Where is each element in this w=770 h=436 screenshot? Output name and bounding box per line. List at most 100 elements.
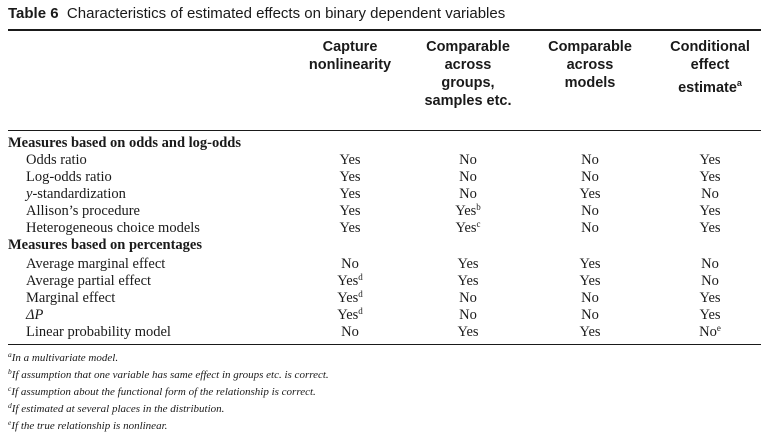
- cell-value: Yes: [337, 273, 359, 289]
- column-header-line: samples etc.: [424, 93, 512, 109]
- column-header-line: across: [444, 57, 492, 73]
- footnote-text: In a multivariate model.: [11, 352, 119, 364]
- row-label: Odds ratio: [26, 152, 87, 168]
- footnote-mark: a: [736, 78, 742, 88]
- table-cell: Yes: [665, 220, 755, 237]
- cell-value: Yes: [337, 290, 359, 306]
- footnote: dIf estimated at several places in the d…: [8, 402, 224, 416]
- section-heading: Measures based on percentages: [8, 237, 202, 253]
- table-cell: Yes: [545, 186, 635, 203]
- cell-value: Yes: [339, 203, 361, 219]
- column-header-line: estimate: [678, 79, 737, 96]
- cell-value: Yes: [339, 169, 361, 185]
- footnote-mark: d: [358, 306, 363, 316]
- footnote-mark: e: [8, 418, 12, 427]
- table-row: Heterogeneous choice models Yes Yesc No Yes: [0, 220, 770, 237]
- table-cell: Yes: [545, 324, 635, 341]
- footnote-mark: d: [358, 289, 363, 299]
- table-number: Table 6: [8, 5, 59, 22]
- row-label: Allison’s procedure: [26, 203, 140, 219]
- cell-value: Yes: [579, 186, 601, 202]
- row-label: Log-odds ratio: [26, 169, 112, 185]
- footnote: bIf assumption that one variable has sam…: [8, 368, 329, 382]
- cell-value: No: [341, 256, 359, 272]
- table-row: Average marginal effect No Yes Yes No: [0, 256, 770, 273]
- table-row: y-standardization Yes No Yes No: [0, 186, 770, 203]
- footnote-mark: c: [476, 219, 481, 229]
- cell-value: No: [459, 169, 477, 185]
- cell-value: No: [581, 220, 599, 236]
- table-cell: Yesd: [305, 273, 395, 290]
- footnote-mark: b: [8, 367, 12, 376]
- cell-value: Yes: [457, 273, 479, 289]
- table-row: Allison’s procedure Yes Yesb No Yes: [0, 203, 770, 220]
- table-cell: Noe: [665, 324, 755, 341]
- cell-value: Yes: [455, 220, 477, 236]
- cell-value: No: [459, 186, 477, 202]
- row-label: Linear probability model: [26, 324, 171, 340]
- cell-value: Yes: [457, 324, 479, 340]
- cell-value: Yes: [337, 307, 359, 323]
- row-label: y-standardization: [26, 186, 126, 202]
- cell-value: No: [459, 307, 477, 323]
- table-cell: Yes: [545, 256, 635, 273]
- cell-value: Yes: [699, 169, 721, 185]
- table-cell: No: [545, 307, 635, 324]
- cell-value: Yes: [339, 186, 361, 202]
- table-cell: Yes: [665, 152, 755, 169]
- cell-value: No: [701, 186, 719, 202]
- table-cell: No: [665, 273, 755, 290]
- table-caption: Characteristics of estimated effects on …: [66, 5, 506, 22]
- column-header-line: nonlinearity: [308, 57, 392, 73]
- table-title: Table 6 Characteristics of estimated eff…: [8, 5, 505, 22]
- footnote-mark: b: [476, 202, 481, 212]
- cell-value: No: [459, 152, 477, 168]
- table-row: Log-odds ratio Yes No No Yes: [0, 169, 770, 186]
- cell-value: Yes: [579, 256, 601, 272]
- column-header-line: models: [564, 75, 616, 91]
- cell-value: No: [581, 169, 599, 185]
- table-cell: Yes: [665, 307, 755, 324]
- cell-value: Yes: [579, 273, 601, 289]
- cell-value: No: [581, 307, 599, 323]
- cell-value: Yes: [455, 203, 477, 219]
- column-header: Comparable across groups, samples etc.: [408, 38, 528, 110]
- footnote: cIf assumption about the functional form…: [8, 385, 316, 399]
- cell-value: No: [341, 324, 359, 340]
- table-cell: No: [545, 220, 635, 237]
- footnote-text: If assumption about the functional form …: [11, 386, 316, 398]
- footnote: aIn a multivariate model.: [8, 351, 118, 365]
- column-header: Comparable across models: [530, 38, 650, 92]
- footnote-text: If estimated at several places in the di…: [11, 403, 225, 415]
- cell-value: Yes: [579, 324, 601, 340]
- footnote-mark: d: [358, 272, 363, 282]
- cell-value: Yes: [699, 307, 721, 323]
- table-cell: Yes: [305, 152, 395, 169]
- cell-value: Yes: [339, 220, 361, 236]
- column-header-line: Capture: [322, 39, 378, 55]
- section-heading-row: Measures based on odds and log-odds: [0, 135, 770, 152]
- column-header-line: Comparable: [426, 39, 510, 55]
- row-label: Marginal effect: [26, 290, 116, 306]
- table-row: Linear probability model No Yes Yes Noe: [0, 324, 770, 341]
- row-label: ΔP: [26, 307, 44, 323]
- column-header-line: effect: [690, 57, 730, 73]
- cell-value: Yes: [699, 290, 721, 306]
- table-cell: Yes: [423, 324, 513, 341]
- column-header: Capture nonlinearity: [290, 38, 410, 74]
- table-cell: Yes: [665, 290, 755, 307]
- cell-value: No: [699, 324, 717, 340]
- cell-value: Yes: [699, 203, 721, 219]
- table-cell: No: [665, 256, 755, 273]
- footnote-text: If the true relationship is nonlinear.: [11, 420, 168, 432]
- header-rule: [8, 130, 761, 131]
- cell-value: No: [701, 256, 719, 272]
- table-cell: No: [545, 203, 635, 220]
- column-header: Conditional effect estimatea: [650, 38, 770, 97]
- footnote-mark: a: [8, 350, 12, 359]
- column-header-line: across: [566, 57, 614, 73]
- column-header-line: Comparable: [548, 39, 632, 55]
- section-heading-row: Measures based on percentages: [0, 237, 770, 254]
- row-label: Average marginal effect: [26, 256, 166, 272]
